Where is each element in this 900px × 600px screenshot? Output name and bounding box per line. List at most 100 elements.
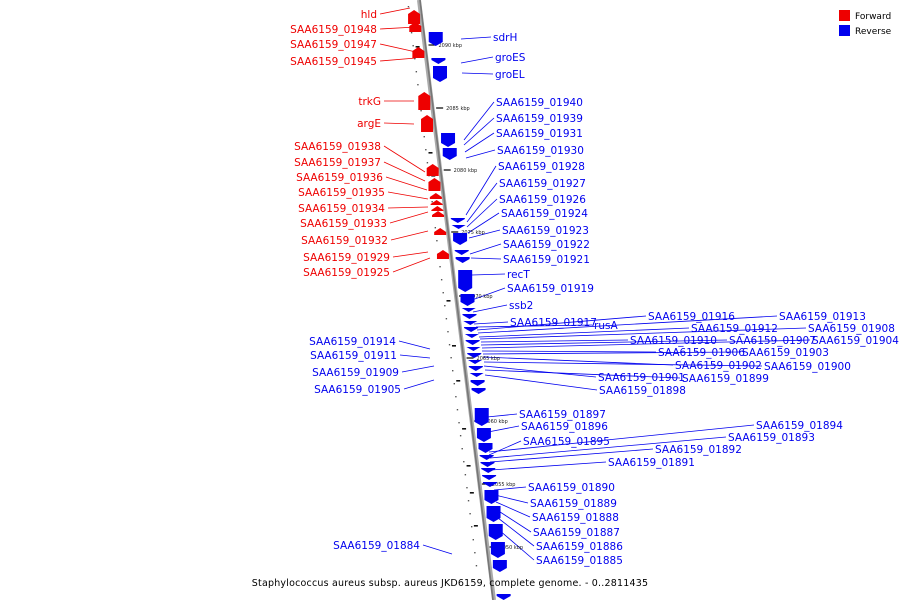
reverse-gene-arrow bbox=[486, 506, 501, 522]
reverse-gene-label: SAA6159_01904 bbox=[812, 335, 899, 347]
reverse-leader-line bbox=[401, 365, 435, 373]
forward-leader-line bbox=[379, 57, 417, 62]
reverse-leader-line bbox=[483, 365, 597, 378]
forward-leader-line bbox=[387, 206, 429, 209]
forward-gene-label: SAA6159_01938 bbox=[294, 141, 381, 153]
reverse-leader-line bbox=[468, 229, 501, 239]
reverse-gene-label: SAA6159_01919 bbox=[507, 283, 594, 295]
forward-leader-line bbox=[387, 191, 429, 200]
reverse-gene-arrow bbox=[453, 233, 468, 245]
reverse-gene-label: SAA6159_01940 bbox=[496, 97, 583, 109]
track-dot bbox=[463, 461, 465, 463]
track-dot bbox=[470, 526, 473, 528]
reverse-gene-label: SAA6159_01924 bbox=[501, 208, 588, 220]
reverse-gene-label: SAA6159_01892 bbox=[655, 444, 742, 456]
reverse-gene-arrow bbox=[468, 360, 483, 364]
legend-swatch bbox=[839, 25, 850, 36]
reverse-gene-arrow bbox=[482, 475, 497, 480]
forward-gene-arrow bbox=[418, 92, 431, 110]
reverse-leader-line bbox=[498, 529, 535, 561]
reverse-gene-label: SAA6159_01930 bbox=[497, 145, 584, 157]
reverse-gene-label: SAA6159_01887 bbox=[533, 527, 620, 539]
track-dot bbox=[447, 331, 449, 333]
reverse-gene-arrow bbox=[458, 270, 473, 292]
reverse-gene-arrow bbox=[460, 294, 475, 306]
track-mark bbox=[415, 46, 420, 48]
reverse-leader-line bbox=[483, 361, 763, 367]
track-dot bbox=[431, 201, 433, 203]
kbp-tick-label: 2085 kbp bbox=[446, 106, 470, 112]
reverse-gene-arrow bbox=[431, 58, 446, 64]
kbp-tick-label: 2075 kbp bbox=[461, 230, 485, 236]
reverse-gene-label: SAA6159_01916 bbox=[648, 311, 735, 323]
reverse-gene-label: SAA6159_01917 bbox=[510, 317, 597, 329]
forward-gene-arrow bbox=[426, 164, 439, 176]
reverse-leader-line bbox=[471, 273, 506, 276]
track-dot bbox=[410, 32, 413, 34]
genome-caption: Staphylococcus aureus subsp. aureus JKD6… bbox=[251, 578, 649, 589]
track-dot bbox=[414, 58, 416, 60]
track-dot bbox=[407, 6, 410, 8]
reverse-gene-label: SAA6159_01912 bbox=[691, 323, 778, 335]
reverse-leader-line bbox=[493, 486, 527, 491]
reverse-gene-arrow bbox=[441, 133, 456, 147]
reverse-leader-line bbox=[481, 339, 811, 349]
forward-leader-line bbox=[383, 145, 426, 173]
reverse-gene-label: SAA6159_01926 bbox=[499, 194, 586, 206]
reverse-gene-arrow bbox=[484, 490, 499, 504]
reverse-gene-label: SAA6159_01906 bbox=[658, 347, 745, 359]
reverse-gene-arrow bbox=[471, 388, 486, 394]
track-dot bbox=[459, 435, 462, 437]
reverse-gene-arrow bbox=[465, 340, 480, 345]
track-dot bbox=[472, 539, 474, 541]
reverse-gene-label: SAA6159_01896 bbox=[521, 421, 608, 433]
forward-leader-line bbox=[392, 251, 429, 258]
kbp-tick-label: 2070 kbp bbox=[469, 294, 493, 300]
reverse-leader-line bbox=[494, 494, 529, 504]
reverse-leader-line bbox=[488, 440, 522, 456]
reverse-leader-line bbox=[489, 448, 654, 463]
reverse-gene-arrow bbox=[454, 250, 469, 255]
reverse-gene-label: SAA6159_01891 bbox=[608, 457, 695, 469]
reverse-gene-arrow bbox=[481, 468, 496, 473]
reverse-gene-arrow bbox=[470, 380, 485, 386]
reverse-leader-line bbox=[463, 117, 495, 146]
forward-gene-label: SAA6159_01937 bbox=[294, 157, 381, 169]
reverse-leader-line bbox=[464, 132, 495, 153]
reverse-leader-line bbox=[472, 304, 508, 313]
forward-gene-label: SAA6159_01932 bbox=[301, 235, 388, 247]
reverse-gene-label: SAA6159_01901 bbox=[598, 372, 685, 384]
track-dot bbox=[426, 162, 429, 164]
reverse-leader-line bbox=[496, 509, 532, 533]
track-mark bbox=[466, 465, 471, 467]
track-dot bbox=[436, 240, 438, 242]
reverse-gene-label: SAA6159_01939 bbox=[496, 113, 583, 125]
reverse-leader-line bbox=[476, 315, 647, 331]
reverse-gene-arrow bbox=[461, 308, 476, 312]
reverse-gene-label: SAA6159_01884 bbox=[333, 540, 420, 552]
reverse-gene-label: rusA bbox=[594, 320, 618, 332]
reverse-leader-line bbox=[465, 165, 497, 216]
reverse-gene-label: SAA6159_01905 bbox=[314, 384, 401, 396]
reverse-leader-line bbox=[466, 198, 498, 228]
reverse-leader-line bbox=[497, 517, 535, 547]
reverse-gene-arrow bbox=[469, 373, 484, 377]
reverse-gene-arrow bbox=[464, 334, 479, 338]
reverse-leader-line bbox=[473, 321, 509, 325]
track-dot bbox=[466, 487, 468, 489]
track-mark bbox=[428, 152, 433, 154]
reverse-leader-line bbox=[482, 351, 741, 355]
reverse-leader-line bbox=[470, 257, 502, 260]
reverse-leader-line bbox=[403, 379, 435, 390]
track-dot bbox=[423, 136, 425, 138]
reverse-leader-line bbox=[477, 315, 778, 334]
reverse-gene-arrow bbox=[462, 314, 477, 319]
reverse-leader-line bbox=[479, 327, 807, 340]
kbp-tick-label: 2080 kbp bbox=[454, 168, 478, 174]
reverse-gene-label: SAA6159_01910 bbox=[630, 335, 717, 347]
reverse-gene-label: SAA6159_01914 bbox=[309, 336, 396, 348]
forward-gene-label: SAA6159_01948 bbox=[290, 24, 377, 36]
reverse-gene-arrow bbox=[496, 594, 511, 600]
track-mark bbox=[446, 300, 451, 302]
forward-leader-line bbox=[385, 176, 428, 191]
